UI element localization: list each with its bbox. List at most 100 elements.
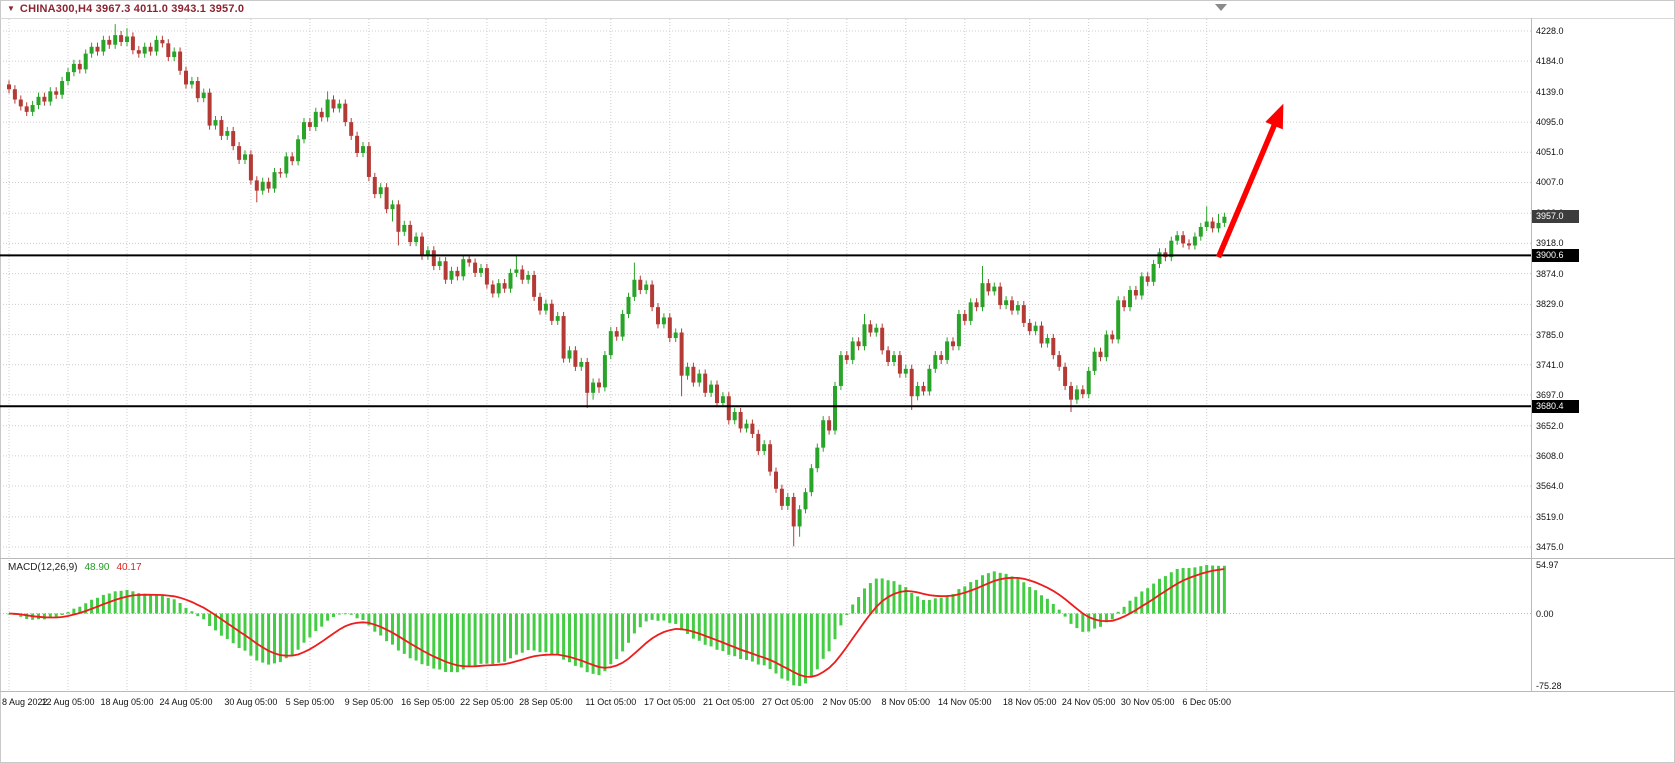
macd-histogram-bar: [1128, 600, 1132, 614]
candle-body: [195, 81, 200, 99]
candle-body: [42, 96, 47, 102]
macd-histogram-bar: [550, 613, 554, 654]
macd-histogram-bar: [939, 597, 943, 614]
macd-histogram-bar: [243, 613, 247, 651]
time-axis[interactable]: 8 Aug 2022 12 Aug 05:00 18 Aug 05:00 24 Aug…: [0, 692, 1531, 714]
macd-histogram-bar: [798, 613, 802, 686]
macd-histogram-bar: [196, 613, 200, 617]
candle-body: [779, 488, 784, 506]
macd-histogram-bar: [461, 613, 465, 670]
trend-arrow-line[interactable]: [1215, 120, 1279, 259]
price-tick-label: 4051.0: [1536, 147, 1564, 158]
chart-title-bar: ▼ CHINA300,H4 3967.3 4011.0 3943.1 3957.…: [7, 3, 244, 15]
macd-signal-value: 40.17: [116, 562, 142, 573]
macd-histogram-bar: [756, 613, 760, 665]
macd-histogram-bar: [668, 613, 672, 623]
macd-histogram-bar: [609, 613, 613, 665]
candle-body: [927, 368, 932, 392]
macd-axis-max-label: 54.97: [1536, 560, 1559, 570]
macd-histogram-bar: [497, 613, 501, 663]
time-tick-label: 30 Aug 05:00: [224, 697, 278, 707]
candle-body: [809, 468, 814, 493]
macd-histogram-bar: [444, 613, 448, 672]
candle-body: [36, 96, 41, 106]
macd-histogram-bar: [815, 613, 819, 670]
candle-body: [939, 355, 944, 360]
chart-overlays: [0, 4, 1675, 692]
candle-body: [349, 122, 354, 136]
time-tick-label: 9 Sep 05:00: [344, 697, 394, 707]
candle-body: [125, 36, 129, 42]
time-tick-label: 12 Aug 05:00: [41, 697, 95, 707]
symbol-dropdown-icon[interactable]: ▼: [7, 4, 15, 13]
time-tick-label: 11 Oct 05:00: [585, 697, 637, 707]
candle-body: [532, 274, 537, 297]
macd-histogram-bar: [1169, 572, 1173, 614]
candle-body: [685, 366, 690, 376]
candle-body: [154, 39, 159, 52]
candle-body: [1110, 334, 1115, 340]
candle-body: [1187, 243, 1191, 246]
candle-body: [1151, 263, 1156, 282]
candle-body: [24, 106, 29, 112]
macd-histogram-bar: [184, 607, 188, 614]
macd-histogram-bar: [526, 613, 530, 651]
candle-body: [656, 307, 660, 325]
candle-body: [184, 70, 188, 85]
macd-histogram-bar: [349, 613, 353, 615]
candle-body: [838, 355, 843, 386]
candle-body: [1080, 389, 1085, 395]
macd-histogram-bar: [84, 603, 88, 614]
macd-histogram-bar: [627, 613, 630, 643]
time-tick-label: 24 Aug 05:00: [159, 697, 213, 707]
macd-histogram-bar: [160, 595, 164, 614]
candle-body: [1175, 235, 1180, 241]
candle-body: [1098, 351, 1103, 358]
candle-body: [490, 284, 495, 294]
macd-histogram-bar: [1116, 611, 1120, 614]
time-tick-label: 8 Nov 05:00: [881, 697, 931, 707]
candle-body: [555, 316, 560, 321]
time-tick-label: 6 Dec 05:00: [1182, 697, 1231, 707]
candle-body: [219, 120, 224, 136]
candle-body: [561, 316, 566, 359]
candle-body: [720, 396, 725, 404]
candle-body: [856, 341, 861, 347]
candle-body: [343, 103, 348, 123]
price-axis[interactable]: 4228.04184.04139.04095.04051.04007.03962…: [1532, 0, 1675, 692]
candle-body: [1204, 221, 1209, 227]
candle-body: [726, 396, 731, 421]
macd-histogram-bar: [491, 613, 495, 665]
macd-histogram-bar: [402, 613, 406, 654]
chart-shift-marker[interactable]: [1215, 4, 1227, 11]
macd-histogram-bar: [674, 613, 678, 624]
candle-body: [850, 341, 855, 360]
macd-histogram-bar: [455, 613, 459, 673]
candle-body: [1133, 290, 1138, 296]
candle-body: [874, 327, 879, 333]
macd-histogram-bar: [1187, 567, 1191, 614]
candle-body: [567, 350, 572, 359]
candle-body: [437, 261, 442, 267]
macd-name: MACD(12,26,9): [8, 562, 78, 573]
time-tick-label: 16 Sep 05:00: [401, 697, 455, 707]
candle-body: [248, 154, 253, 181]
candle-body: [1122, 300, 1127, 308]
hline-price-badge: 3680.4: [1532, 399, 1579, 413]
macd-histogram-bar: [721, 613, 725, 652]
candle-body: [626, 296, 631, 315]
macd-histogram-bar: [839, 613, 843, 626]
macd-histogram-bar: [621, 613, 625, 652]
candle-body: [455, 270, 460, 277]
candle-body: [1216, 222, 1221, 229]
trend-arrow-head[interactable]: [1265, 103, 1284, 130]
macd-histogram-bar: [214, 613, 217, 631]
macd-histogram-bar: [131, 591, 135, 614]
candle-body: [290, 156, 295, 162]
macd-histogram-bar: [1211, 565, 1215, 614]
macd-histogram-bar: [845, 613, 849, 616]
candle-body: [30, 105, 35, 112]
macd-histogram-bar: [981, 575, 984, 614]
candle-body: [1181, 235, 1186, 244]
